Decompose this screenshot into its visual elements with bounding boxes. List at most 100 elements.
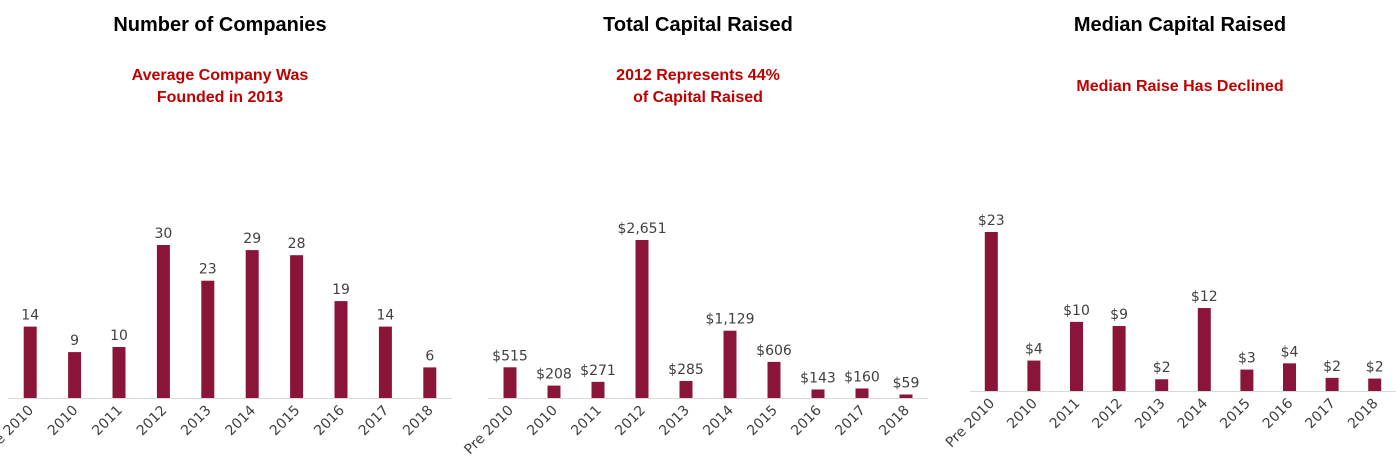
bar [767, 361, 781, 398]
data-label: $9 [1110, 307, 1128, 323]
chart-subtitle: 2012 Represents 44% of Capital Raised [616, 67, 780, 106]
data-label: 10 [110, 328, 128, 344]
data-label: $10 [1063, 303, 1090, 319]
bar [1155, 379, 1169, 391]
bar [201, 280, 215, 398]
bar [1070, 321, 1083, 391]
x-tick-label: 2013 [656, 403, 693, 440]
data-label: $285 [668, 362, 704, 378]
data-label: 28 [288, 236, 306, 252]
x-tick-label: 2012 [1089, 396, 1126, 433]
x-tick-label: 2011 [1047, 396, 1084, 433]
x-tick-label: 2011 [89, 403, 126, 440]
bar [1240, 369, 1254, 391]
x-tick-label: 2014 [223, 402, 260, 439]
chart-subtitle: Median Raise Has Declined [1076, 78, 1284, 95]
x-tick-label: 2016 [311, 402, 348, 439]
data-label: $2 [1366, 360, 1384, 376]
bar [811, 389, 825, 398]
x-tick-label: 2012 [612, 403, 649, 440]
data-label: 14 [21, 308, 39, 324]
bar [855, 388, 869, 398]
x-tick-label: Pre 2010 [0, 403, 37, 458]
bar [591, 381, 605, 398]
bar-chart-median-capital-raised: $23 Pre 2010 $4 2010 $10 2011 $9 2012 $2 2013 $12 2… [943, 213, 1396, 451]
bar [547, 385, 561, 398]
x-tick-label: 2017 [832, 403, 869, 440]
x-tick-label: 2016 [1260, 395, 1297, 432]
x-tick-label: 2014 [1175, 395, 1212, 432]
data-label: $59 [893, 375, 920, 391]
bar [1283, 363, 1296, 391]
bar [899, 394, 913, 398]
x-tick-label: 2010 [524, 403, 561, 440]
data-label: $208 [536, 367, 572, 383]
bar [1325, 377, 1339, 391]
x-tick-label: Pre 2010 [943, 396, 998, 451]
data-label: $2 [1153, 360, 1171, 376]
bar [723, 330, 737, 398]
chart-panel-median-capital-raised: Median Capital Raised Median Raise Has D… [943, 0, 1400, 475]
data-label: $606 [756, 343, 792, 359]
bar [984, 232, 998, 391]
x-tick-label: 2015 [1217, 396, 1254, 433]
x-tick-label: 2015 [267, 403, 304, 440]
bar [635, 240, 649, 398]
x-tick-label: 2017 [1302, 396, 1339, 433]
bar [1027, 360, 1041, 391]
x-tick-label: 2015 [744, 403, 781, 440]
bar [1368, 378, 1382, 391]
data-label: $143 [800, 370, 836, 386]
chart-title: Median Capital Raised [1073, 14, 1287, 36]
data-label: $3 [1238, 351, 1256, 367]
x-tick-label: 2017 [356, 403, 393, 440]
x-tick-label: 2010 [1004, 396, 1041, 433]
data-label: $23 [978, 213, 1005, 229]
chart-panel-number-of-companies: Number of Companies Average Company Was … [0, 0, 452, 475]
bar [156, 245, 170, 398]
data-label: 19 [332, 282, 350, 298]
x-tick-label: 2018 [876, 403, 913, 440]
x-tick-label: 2013 [178, 403, 215, 440]
data-label: $160 [844, 369, 880, 385]
data-label: $515 [492, 348, 528, 364]
bar [245, 250, 259, 398]
data-label: 29 [243, 231, 261, 247]
x-tick-label: 2018 [400, 403, 437, 440]
chart-title: Total Capital Raised [603, 14, 793, 36]
chart-title: Number of Companies [113, 14, 327, 36]
x-tick-label: 2014 [700, 402, 737, 439]
x-tick-label: 2011 [568, 403, 605, 440]
bar [334, 301, 348, 398]
bar [1112, 326, 1126, 391]
bar [378, 326, 392, 398]
chart-subtitle: Average Company Was Founded in 2013 [131, 67, 309, 106]
x-tick-label: 2013 [1132, 396, 1169, 433]
bar [68, 352, 82, 398]
bar [679, 381, 693, 398]
x-tick-label: Pre 2010 [461, 403, 516, 458]
data-label: $4 [1025, 342, 1043, 358]
x-tick-label: 2010 [45, 403, 82, 440]
bar-chart-total-capital-raised: $515 Pre 2010 $208 2010 $271 2011 $2,651 2012 $2… [461, 221, 928, 458]
data-label: 9 [70, 333, 79, 349]
data-label: $12 [1191, 289, 1218, 305]
data-label: 14 [376, 308, 394, 324]
data-label: $1,129 [706, 312, 755, 328]
bar [1197, 308, 1211, 391]
data-label: 23 [199, 262, 217, 278]
data-label: $2,651 [618, 221, 667, 237]
x-tick-label: 2016 [788, 402, 825, 439]
bar [503, 367, 517, 398]
bar [23, 326, 37, 398]
data-label: 6 [425, 348, 434, 364]
chart-panel-total-capital-raised: Total Capital Raised 2012 Represents 44%… [461, 0, 928, 475]
data-label: $271 [580, 363, 616, 379]
x-tick-label: 2012 [134, 403, 171, 440]
bar [290, 255, 304, 398]
data-label: 30 [154, 226, 172, 242]
bar [112, 347, 126, 398]
bar [423, 367, 437, 398]
data-label: $2 [1323, 359, 1341, 375]
